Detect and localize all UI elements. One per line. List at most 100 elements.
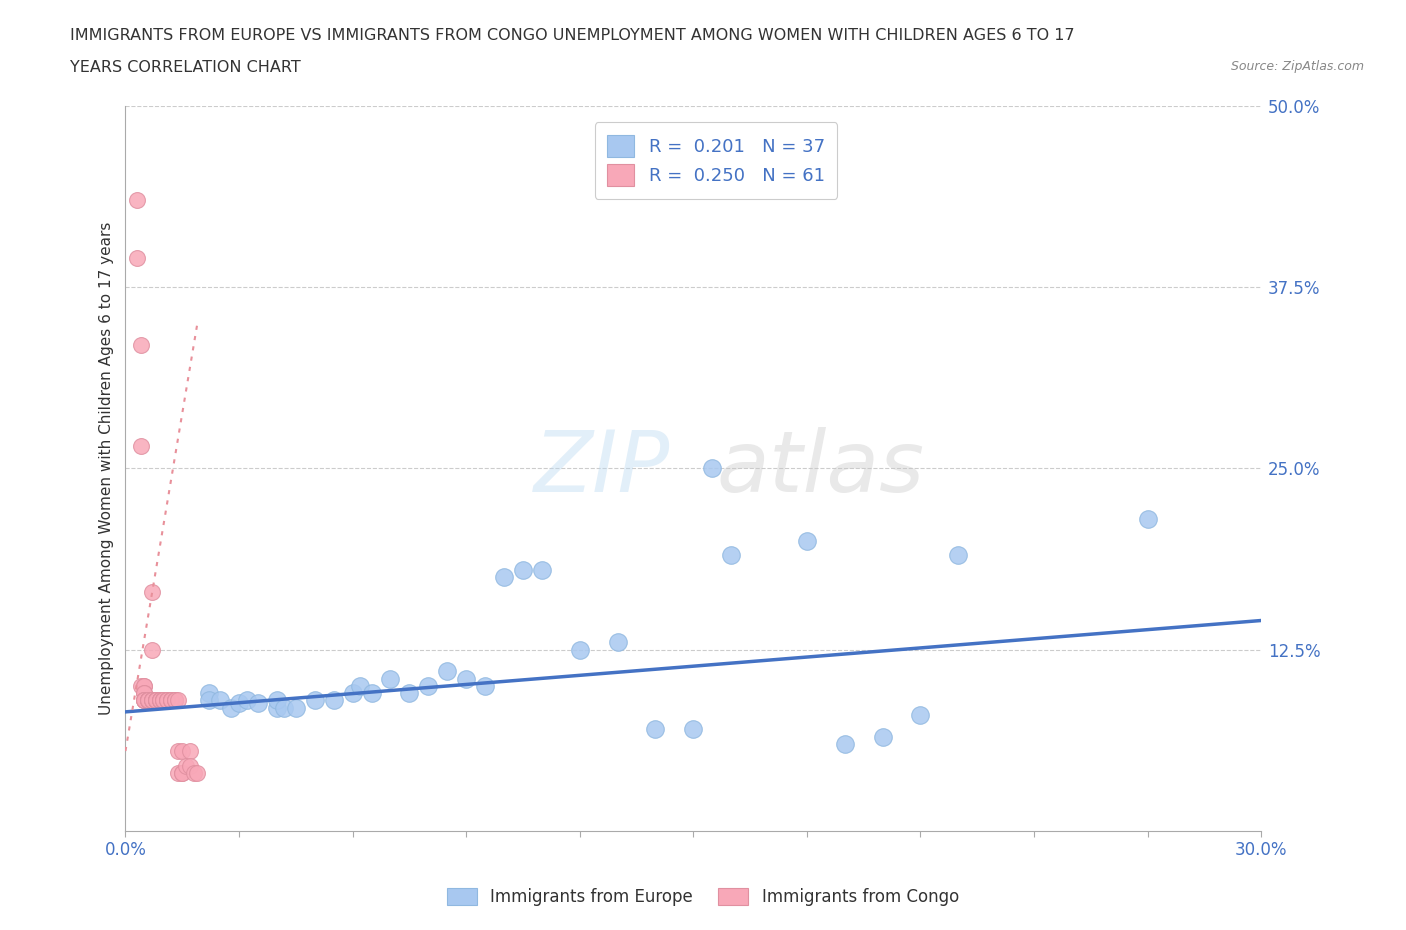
- Point: [418, 678, 440, 693]
- Point: [156, 693, 179, 708]
- Point: [156, 693, 179, 708]
- Text: Source: ZipAtlas.com: Source: ZipAtlas.com: [1230, 60, 1364, 73]
- Point: [163, 693, 186, 708]
- Point: [1136, 512, 1159, 526]
- Point: [129, 678, 152, 693]
- Point: [209, 693, 232, 708]
- Point: [129, 439, 152, 454]
- Point: [948, 548, 970, 563]
- Point: [183, 765, 205, 780]
- Point: [148, 693, 170, 708]
- Point: [398, 685, 420, 700]
- Point: [796, 533, 818, 548]
- Point: [872, 729, 894, 744]
- Text: IMMIGRANTS FROM EUROPE VS IMMIGRANTS FROM CONGO UNEMPLOYMENT AMONG WOMEN WITH CH: IMMIGRANTS FROM EUROPE VS IMMIGRANTS FRO…: [70, 28, 1076, 43]
- Point: [834, 737, 856, 751]
- Point: [148, 693, 170, 708]
- Point: [174, 758, 197, 773]
- Point: [436, 664, 458, 679]
- Point: [172, 765, 194, 780]
- Point: [492, 569, 515, 584]
- Point: [145, 693, 167, 708]
- Point: [172, 765, 194, 780]
- Point: [136, 693, 159, 708]
- Point: [186, 765, 208, 780]
- Point: [360, 685, 382, 700]
- Point: [568, 642, 591, 657]
- Point: [163, 693, 186, 708]
- Point: [179, 758, 201, 773]
- Point: [134, 685, 156, 700]
- Point: [266, 693, 288, 708]
- Point: [266, 700, 288, 715]
- Point: [910, 708, 932, 723]
- Point: [197, 693, 219, 708]
- Point: [197, 685, 219, 700]
- Point: [156, 693, 179, 708]
- Point: [152, 693, 174, 708]
- Point: [682, 722, 704, 737]
- Point: [284, 700, 307, 715]
- Point: [160, 693, 183, 708]
- Point: [145, 693, 167, 708]
- Point: [134, 693, 156, 708]
- Point: [148, 693, 170, 708]
- Point: [134, 685, 156, 700]
- Point: [530, 563, 553, 578]
- Point: [145, 693, 167, 708]
- Point: [136, 693, 159, 708]
- Point: [304, 693, 326, 708]
- Point: [456, 671, 478, 686]
- Point: [246, 696, 269, 711]
- Point: [380, 671, 402, 686]
- Text: YEARS CORRELATION CHART: YEARS CORRELATION CHART: [70, 60, 301, 75]
- Point: [125, 193, 148, 207]
- Point: [160, 693, 183, 708]
- Point: [160, 693, 183, 708]
- Y-axis label: Unemployment Among Women with Children Ages 6 to 17 years: Unemployment Among Women with Children A…: [100, 221, 114, 715]
- Point: [134, 693, 156, 708]
- Point: [152, 693, 174, 708]
- Point: [167, 693, 190, 708]
- Point: [141, 693, 163, 708]
- Point: [702, 460, 724, 475]
- Point: [129, 338, 152, 352]
- Point: [322, 693, 344, 708]
- Point: [235, 693, 257, 708]
- Point: [644, 722, 666, 737]
- Point: [720, 548, 742, 563]
- Point: [145, 693, 167, 708]
- Text: atlas: atlas: [716, 427, 924, 510]
- Point: [474, 678, 496, 693]
- Point: [136, 693, 159, 708]
- Point: [179, 744, 201, 759]
- Point: [163, 693, 186, 708]
- Point: [145, 693, 167, 708]
- Text: ZIP: ZIP: [534, 427, 671, 510]
- Point: [221, 700, 243, 715]
- Point: [152, 693, 174, 708]
- Point: [145, 693, 167, 708]
- Point: [148, 693, 170, 708]
- Point: [148, 693, 170, 708]
- Point: [141, 693, 163, 708]
- Point: [141, 642, 163, 657]
- Legend: R =  0.201   N = 37, R =  0.250   N = 61: R = 0.201 N = 37, R = 0.250 N = 61: [595, 122, 838, 198]
- Point: [349, 678, 371, 693]
- Point: [512, 563, 534, 578]
- Point: [134, 678, 156, 693]
- Point: [273, 700, 295, 715]
- Point: [134, 678, 156, 693]
- Point: [125, 250, 148, 265]
- Point: [136, 693, 159, 708]
- Point: [606, 635, 628, 650]
- Point: [167, 765, 190, 780]
- Point: [172, 744, 194, 759]
- Point: [134, 693, 156, 708]
- Point: [342, 685, 364, 700]
- Legend: Immigrants from Europe, Immigrants from Congo: Immigrants from Europe, Immigrants from …: [440, 881, 966, 912]
- Point: [136, 693, 159, 708]
- Point: [167, 744, 190, 759]
- Point: [141, 693, 163, 708]
- Point: [160, 693, 183, 708]
